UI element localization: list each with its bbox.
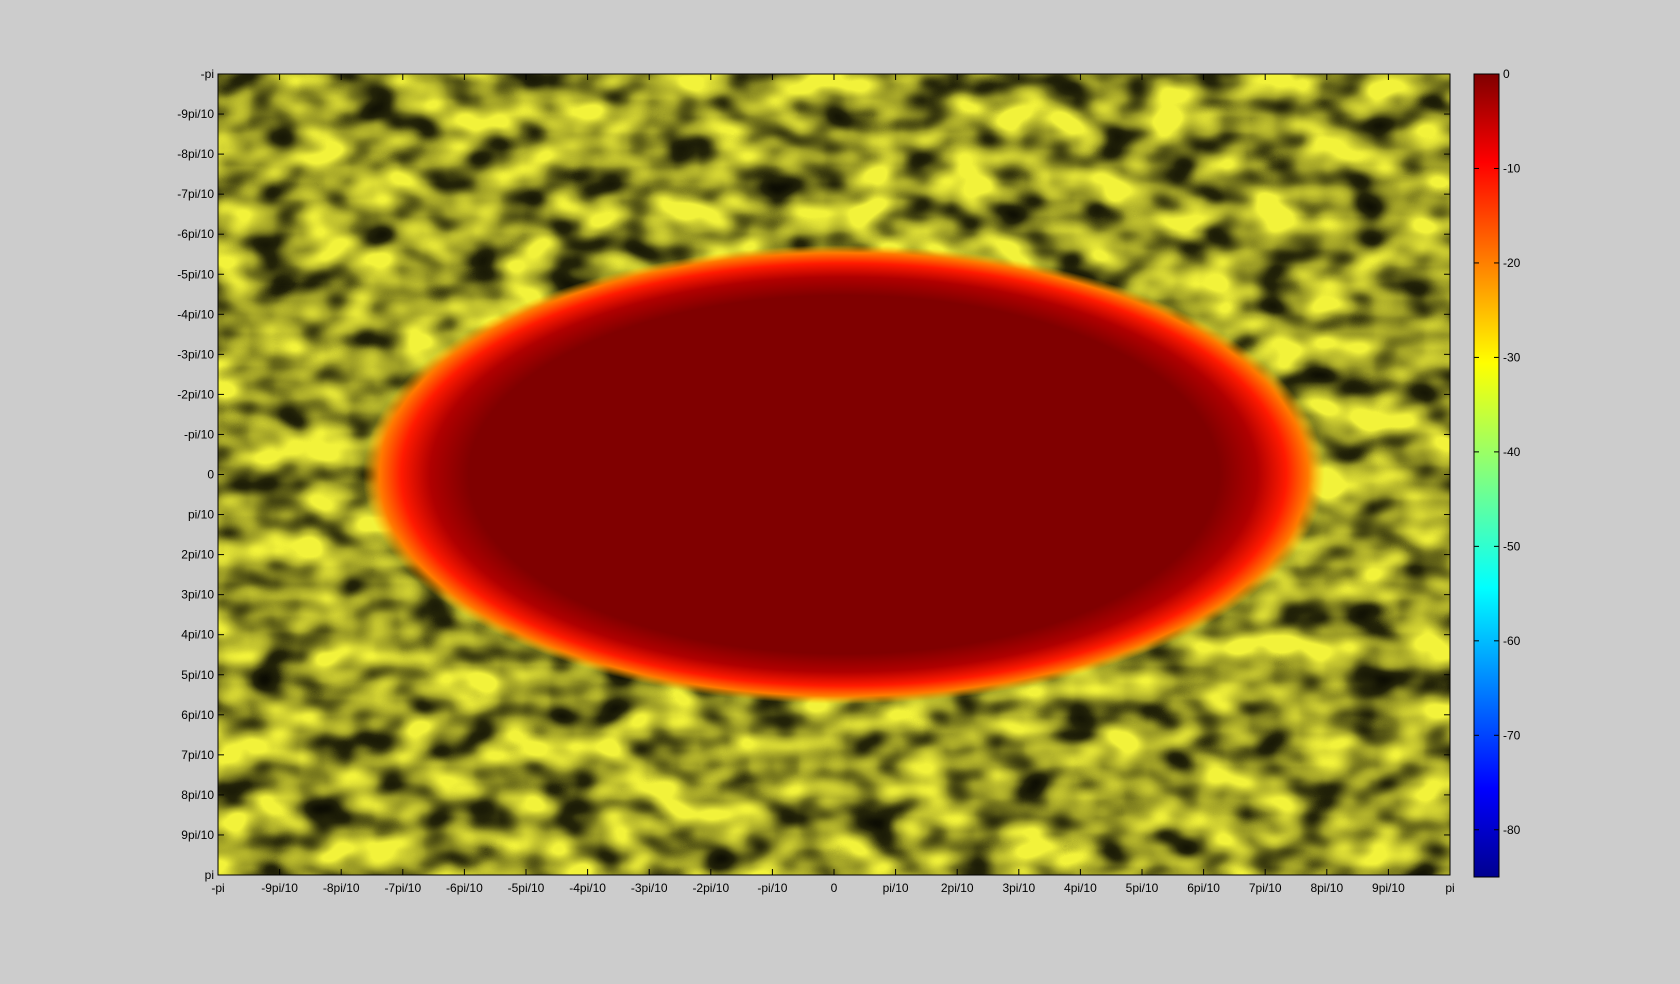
y-tick-label: -4pi/10	[177, 307, 214, 321]
colorbar-tick-label: -70	[1503, 728, 1521, 742]
y-tick-label: 0	[207, 468, 214, 482]
x-tick-label: -4pi/10	[569, 881, 606, 895]
y-tick-label: -3pi/10	[177, 347, 214, 361]
y-tick-label: 2pi/10	[181, 548, 214, 562]
colorbar-tick-label: -40	[1503, 445, 1521, 459]
y-tick-label: -6pi/10	[177, 227, 214, 241]
x-tick-label: 8pi/10	[1310, 881, 1343, 895]
y-tick-label: -9pi/10	[177, 107, 214, 121]
x-tick-label: pi	[1445, 881, 1454, 895]
colorbar-tick-label: -30	[1503, 350, 1521, 364]
x-tick-label: 7pi/10	[1249, 881, 1282, 895]
y-tick-label: 7pi/10	[181, 748, 214, 762]
x-tick-label: -7pi/10	[384, 881, 421, 895]
plot-area	[217, 73, 1451, 876]
y-tick-label: -5pi/10	[177, 267, 214, 281]
x-tick-label: -2pi/10	[692, 881, 729, 895]
colorbar-tick-label: -80	[1503, 823, 1521, 837]
colorbar: 0 -10 -20 -30 -40 -50 -60 -70 -80	[1473, 67, 1521, 878]
y-tick-label: pi	[205, 868, 214, 882]
y-tick-label: -7pi/10	[177, 187, 214, 201]
x-tick-label: 5pi/10	[1126, 881, 1159, 895]
y-axis: -pi -9pi/10 -8pi/10 -7pi/10 -6pi/10 -5pi/10 -4…	[177, 67, 1450, 882]
x-tick-label: -9pi/10	[261, 881, 298, 895]
x-tick-label: 4pi/10	[1064, 881, 1097, 895]
y-tick-label: 8pi/10	[181, 788, 214, 802]
x-tick-label: -3pi/10	[631, 881, 668, 895]
x-tick-label: -5pi/10	[508, 881, 545, 895]
y-tick-label: 9pi/10	[181, 828, 214, 842]
x-tick-label: -6pi/10	[446, 881, 483, 895]
x-tick-label: -8pi/10	[323, 881, 360, 895]
y-tick-label: pi/10	[188, 508, 214, 522]
y-tick-label: -pi/10	[184, 427, 214, 441]
x-tick-label: 2pi/10	[941, 881, 974, 895]
y-tick-label: 5pi/10	[181, 668, 214, 682]
y-tick-label: -pi	[201, 67, 214, 81]
x-tick-label: -pi/10	[757, 881, 787, 895]
x-tick-label: -pi	[211, 881, 224, 895]
colorbar-tick-label: -10	[1503, 161, 1521, 175]
y-tick-label: 4pi/10	[181, 628, 214, 642]
colorbar-tick-label: 0	[1503, 67, 1510, 81]
colorbar-tick-label: -20	[1503, 256, 1521, 270]
x-tick-label: 6pi/10	[1187, 881, 1220, 895]
central-max-region	[362, 244, 1325, 705]
x-tick-label: pi/10	[883, 881, 909, 895]
x-axis: -pi -9pi/10 -8pi/10 -7pi/10 -6pi/10 -5pi/10 -4…	[211, 74, 1455, 895]
colorbar-tick-label: -60	[1503, 634, 1521, 648]
colorbar-tick-label: -50	[1503, 539, 1521, 553]
y-tick-label: 3pi/10	[181, 588, 214, 602]
y-tick-label: -8pi/10	[177, 147, 214, 161]
x-tick-label: 9pi/10	[1372, 881, 1405, 895]
heatmap-field	[218, 74, 1450, 875]
y-tick-label: -2pi/10	[177, 387, 214, 401]
y-tick-label: 6pi/10	[181, 708, 214, 722]
colorbar-scale	[1473, 73, 1500, 878]
x-tick-label: 0	[831, 881, 838, 895]
x-tick-label: 3pi/10	[1002, 881, 1035, 895]
